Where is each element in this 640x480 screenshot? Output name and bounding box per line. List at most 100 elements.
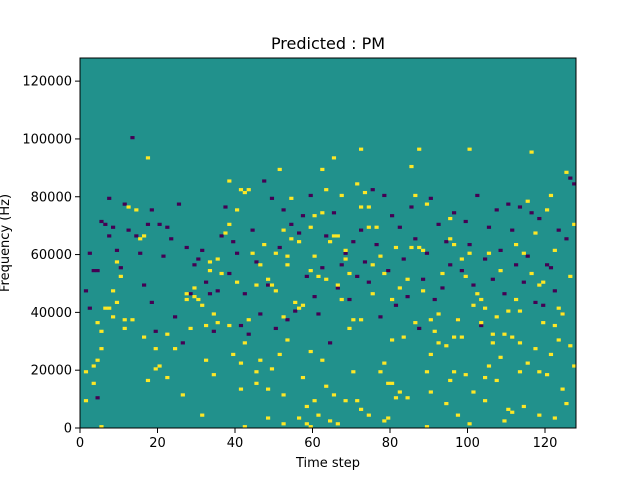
heatmap-cell-low [486,225,492,229]
heatmap-cell-low [467,243,472,247]
heatmap-cell-high [99,347,104,351]
heatmap-cell-high [362,190,368,195]
heatmap-cell-high [421,248,426,252]
heatmap-cell-low [502,292,507,296]
heatmap-cell-high [424,425,430,429]
heatmap-cell-low [207,292,213,296]
heatmap-cell-low [114,248,120,252]
heatmap-cell-high [204,358,209,362]
heatmap-cell-high [277,167,282,172]
heatmap-cell-high [297,240,302,244]
heatmap-cell-low [99,219,104,224]
heatmap-cell-high [541,321,546,325]
heatmap-cells [83,136,577,429]
heatmap-cell-high [479,297,484,302]
heatmap-cell-high [510,410,515,414]
heatmap-cell-low [436,222,441,226]
heatmap-cell-high [281,393,286,397]
heatmap-cell-high [134,208,139,212]
heatmap-cell-low [537,216,542,221]
heatmap-cell-high [184,292,189,296]
heatmap-cell-high [382,361,387,365]
heatmap-cell-high [471,390,476,394]
y-tick-label: 80000 [31,190,72,205]
heatmap-cell-high [390,297,395,302]
heatmap-cell-low [510,228,515,232]
heatmap-cell-high [545,208,550,212]
x-tick-label: 20 [149,436,166,451]
heatmap-cell-high [91,381,96,385]
heatmap-cell-high [510,335,515,339]
heatmap-cell-high [483,375,488,380]
heatmap-cell-high [393,396,399,400]
heatmap-cell-high [227,179,232,183]
heatmap-cell-high [118,274,123,278]
heatmap-cell-high [111,315,116,319]
heatmap-cell-low [475,193,480,198]
heatmap-cell-high [355,399,360,403]
heatmap-cell-high [428,352,433,357]
heatmap-cell-high [552,323,557,328]
y-axis-label: Frequency (Hz) [0,194,13,292]
heatmap-cell-high [343,399,348,403]
heatmap-cell-low [149,208,154,212]
heatmap-cell-high [126,205,131,209]
heatmap-cell-low [328,341,333,345]
heatmap-cell-high [552,416,557,420]
heatmap-cell-low [359,228,364,232]
heatmap-cell-low [390,214,395,218]
heatmap-cell-high [517,341,523,345]
heatmap-cell-high [405,277,410,281]
heatmap-cell-high [343,248,348,252]
heatmap-cell-high [397,286,402,290]
x-tick-label: 60 [304,436,321,451]
heatmap-cell-high [238,361,244,365]
heatmap-cell-high [289,196,294,200]
heatmap-cell-high [467,422,472,426]
heatmap-cell-high [297,306,302,310]
heatmap-cell-high [351,318,356,322]
heatmap-cell-low [308,193,313,198]
heatmap-cell-high [145,378,151,383]
heatmap-cell-high [114,260,120,264]
heatmap-cell-low [525,254,530,258]
chart-title: Predicted : PM [271,34,385,53]
heatmap-cell-high [564,170,569,174]
heatmap-cell-high [533,347,538,351]
heatmap-cell-low [149,300,154,304]
heatmap-cell-low [490,277,495,281]
heatmap-cell-high [568,274,573,278]
heatmap-cell-high [196,297,201,302]
heatmap-cell-high [215,321,220,325]
heatmap-cell-high [490,341,495,345]
heatmap-cell-high [494,315,499,319]
heatmap-cell-high [459,257,464,261]
heatmap-cell-high [207,260,213,264]
heatmap-cell-high [386,416,391,420]
heatmap-cell-low [552,289,557,293]
heatmap-cell-high [308,425,313,429]
heatmap-cell-low [479,323,484,328]
heatmap-cell-high [347,326,352,331]
heatmap-cell-high [556,306,561,310]
heatmap-cell-high [328,419,333,423]
heatmap-cell-high [281,315,286,319]
heatmap-cell-high [351,370,356,374]
heatmap-cell-high [99,329,104,333]
heatmap-cell-high [269,367,275,371]
heatmap-cell-low [196,257,201,261]
heatmap-cell-low [572,182,577,186]
heatmap-cell-high [200,303,205,307]
heatmap-cell-low [180,341,185,345]
heatmap-cell-low [142,283,147,287]
heatmap-cell-high [242,425,247,429]
heatmap-cell-high [285,254,290,258]
heatmap-cell-high [273,251,278,255]
heatmap-cell-high [254,370,259,374]
heatmap-cell-low [421,277,426,281]
heatmap-cell-high [428,390,433,394]
heatmap-cell-low [204,280,209,284]
heatmap-cell-high [545,373,550,377]
heatmap-cell-high [490,332,495,336]
heatmap-cell-low [498,248,503,252]
